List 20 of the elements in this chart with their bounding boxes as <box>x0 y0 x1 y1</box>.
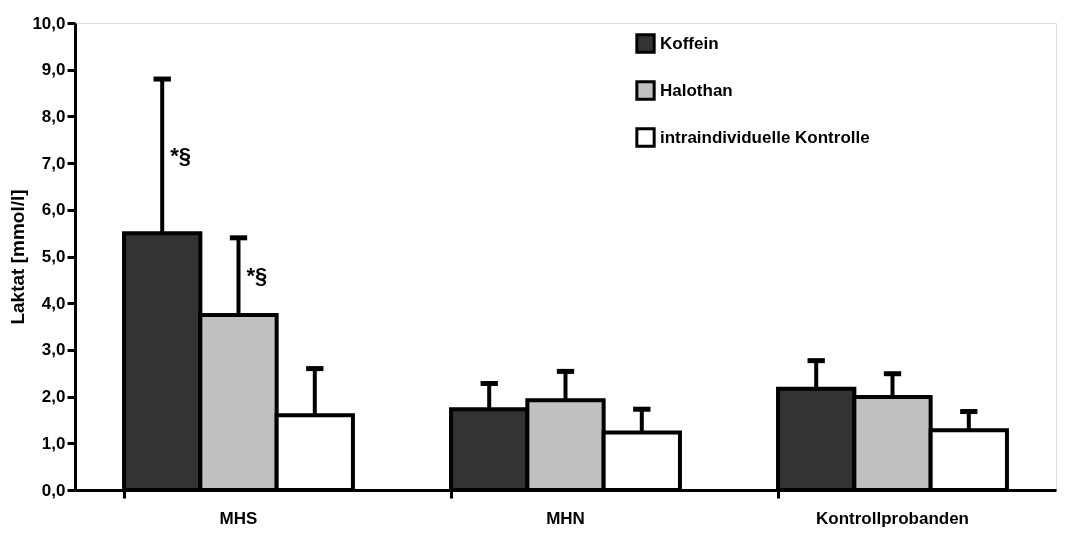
y-tick-label: 5,0 <box>41 247 66 266</box>
legend-label: intraindividuelle Kontrolle <box>660 127 870 147</box>
annotation: *§ <box>170 143 191 169</box>
x-tick-label: Kontrollprobanden <box>816 508 969 528</box>
legend-label: Halothan <box>660 80 733 100</box>
y-tick-label: 6,0 <box>41 200 66 220</box>
y-tick-label: 3,0 <box>41 340 66 360</box>
y-tick-label: 1,0 <box>41 433 66 453</box>
x-tick-label: MHN <box>546 508 585 528</box>
y-tick-label: 10,0 <box>32 13 66 33</box>
y-tick-label: 9,0 <box>41 60 66 80</box>
legend-label: Koffein <box>660 33 719 53</box>
y-tick-label: 8,0 <box>41 106 66 126</box>
y-tick-label: 2,0 <box>41 387 66 407</box>
y-tick-label: 7,0 <box>41 153 66 173</box>
y-tick-label: 4,0 <box>41 293 66 313</box>
annotation: *§ <box>246 263 268 289</box>
y-tick-label: 0,0 <box>41 480 66 500</box>
y-axis-title: Laktat [mmol/l] <box>7 189 29 325</box>
x-tick-label: MHS <box>219 508 258 528</box>
